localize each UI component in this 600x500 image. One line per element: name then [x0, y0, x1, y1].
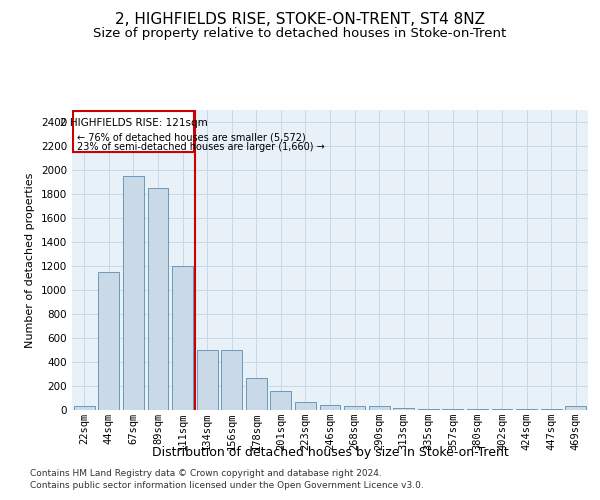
Bar	[344, 406, 365, 410]
Bar	[565, 406, 586, 410]
Text: 2 HIGHFIELDS RISE: 121sqm: 2 HIGHFIELDS RISE: 121sqm	[59, 118, 208, 128]
Text: ← 76% of detached houses are smaller (5,572): ← 76% of detached houses are smaller (5,…	[77, 132, 305, 142]
Text: 23% of semi-detached houses are larger (1,660) →: 23% of semi-detached houses are larger (…	[77, 142, 325, 152]
Bar	[295, 402, 316, 410]
Bar	[393, 408, 414, 410]
Bar	[98, 272, 119, 410]
Y-axis label: Number of detached properties: Number of detached properties	[25, 172, 35, 348]
Bar	[221, 350, 242, 410]
Text: 2, HIGHFIELDS RISE, STOKE-ON-TRENT, ST4 8NZ: 2, HIGHFIELDS RISE, STOKE-ON-TRENT, ST4 …	[115, 12, 485, 28]
Bar	[74, 406, 95, 410]
Bar	[197, 350, 218, 410]
Bar	[123, 176, 144, 410]
Text: Contains public sector information licensed under the Open Government Licence v3: Contains public sector information licen…	[30, 481, 424, 490]
Bar	[320, 405, 340, 410]
Bar	[418, 409, 439, 410]
Bar	[148, 188, 169, 410]
Text: Contains HM Land Registry data © Crown copyright and database right 2024.: Contains HM Land Registry data © Crown c…	[30, 468, 382, 477]
Bar	[368, 406, 389, 410]
Bar	[271, 392, 292, 410]
Bar	[246, 378, 267, 410]
Bar	[442, 409, 463, 410]
FancyBboxPatch shape	[73, 111, 194, 152]
Bar	[172, 266, 193, 410]
Text: Size of property relative to detached houses in Stoke-on-Trent: Size of property relative to detached ho…	[94, 28, 506, 40]
Text: Distribution of detached houses by size in Stoke-on-Trent: Distribution of detached houses by size …	[152, 446, 508, 459]
